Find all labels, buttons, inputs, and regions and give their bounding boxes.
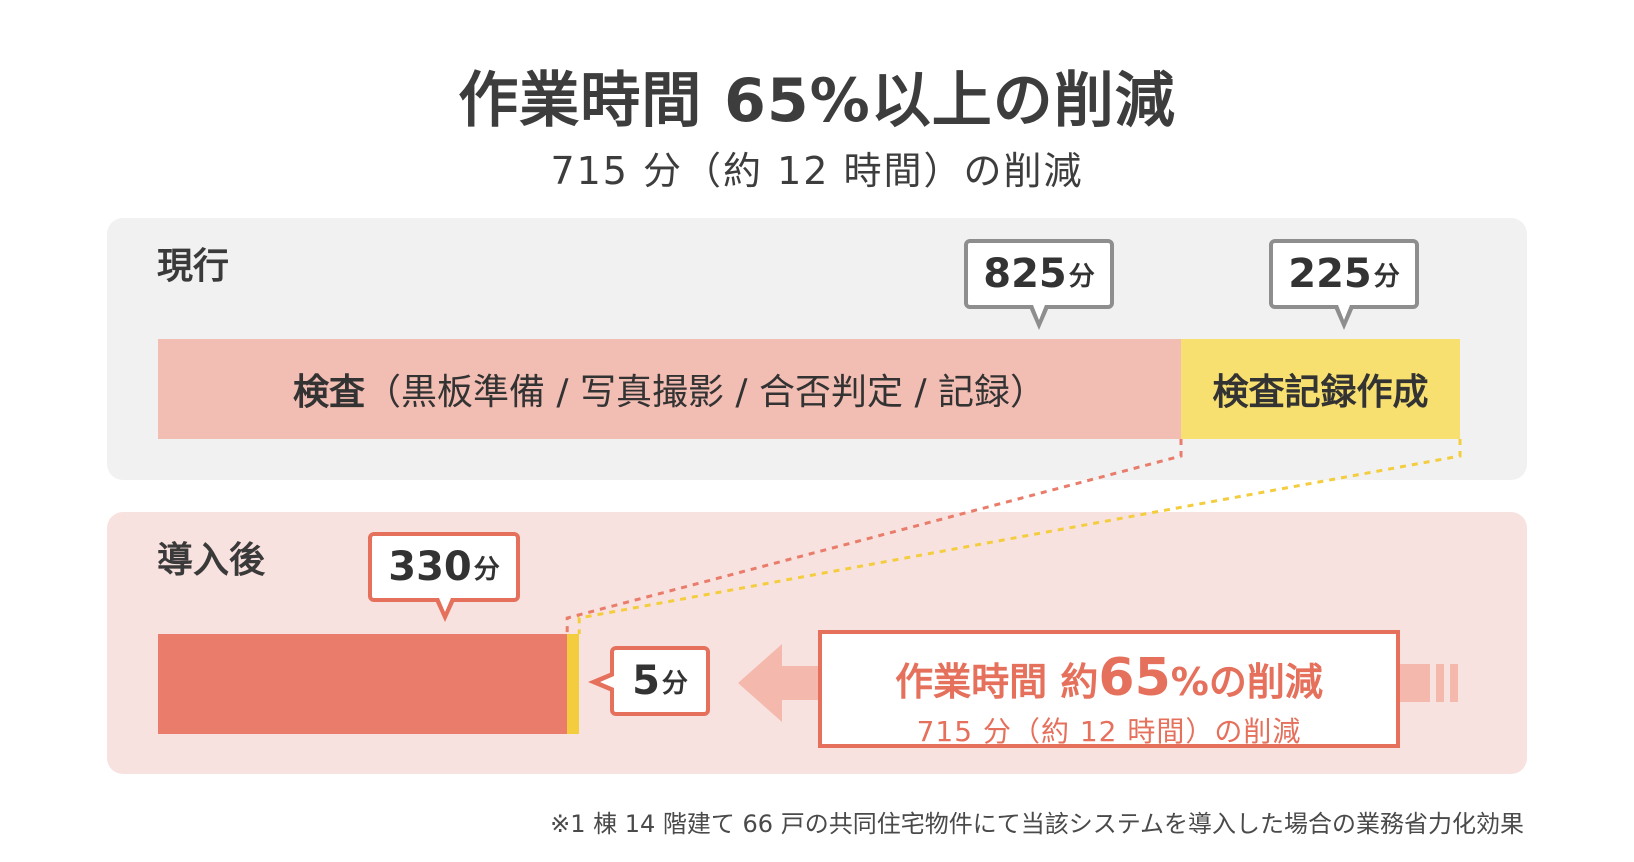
callout-tail-icon bbox=[439, 598, 451, 612]
current-label: 現行 bbox=[157, 246, 230, 287]
reduction-arrow-tail-icon bbox=[1450, 664, 1458, 702]
bar-current-record: 検査記録作成 bbox=[1181, 339, 1460, 439]
callout-unit: 分 bbox=[661, 668, 688, 699]
callout-unit: 分 bbox=[1373, 261, 1400, 292]
after-label: 導入後 bbox=[157, 540, 266, 581]
connector-record bbox=[577, 439, 1462, 634]
callout-tail-icon bbox=[600, 676, 614, 688]
reduction-prefix: 作業時間 約 bbox=[895, 660, 1099, 704]
callout-value: 825 bbox=[983, 251, 1067, 297]
callout-value: 225 bbox=[1288, 251, 1372, 297]
reduction-sub-text: 715 分（約 12 時間）の削減 bbox=[916, 715, 1302, 748]
bar-after-record bbox=[567, 634, 580, 734]
bar-after-inspection bbox=[158, 634, 568, 734]
footnote: ※1 棟 14 階建て 66 戸の共同住宅物件にて当該システムを導入した場合の業… bbox=[550, 810, 1524, 838]
callout-tail-icon bbox=[1033, 305, 1045, 320]
callout-tail-icon bbox=[1338, 305, 1350, 320]
callout-after-inspection: 330 分 bbox=[368, 532, 520, 602]
callout-value: 330 bbox=[388, 544, 472, 590]
page-title: 作業時間 65%以上の削減 bbox=[458, 66, 1176, 136]
reduction-number: 65 bbox=[1098, 648, 1171, 708]
inspection-bold-label: 検査 bbox=[292, 372, 365, 413]
reduction-main-text: 作業時間 約65%の削減 bbox=[822, 648, 1396, 708]
bar-current-inspection: 検査 （黒板準備 / 写真撮影 / 合否判定 / 記録） bbox=[158, 339, 1181, 439]
callout-current-inspection: 825 分 bbox=[964, 239, 1114, 309]
callout-unit: 分 bbox=[1068, 261, 1095, 292]
reduction-arrow-tail-icon bbox=[1436, 664, 1444, 702]
callout-unit: 分 bbox=[473, 554, 500, 585]
callout-value: 5 bbox=[632, 658, 660, 704]
page-subtitle: 715 分（約 12 時間）の削減 bbox=[550, 149, 1084, 193]
reduction-arrow-icon bbox=[738, 644, 818, 722]
reduction-arrow-tail-icon bbox=[1400, 664, 1430, 702]
inspection-detail-label: （黒板準備 / 写真撮影 / 合否判定 / 記録） bbox=[364, 372, 1047, 413]
reduction-suffix: %の削減 bbox=[1170, 660, 1323, 704]
reduction-summary-box: 作業時間 約65%の削減 715 分（約 12 時間）の削減 bbox=[818, 630, 1400, 748]
